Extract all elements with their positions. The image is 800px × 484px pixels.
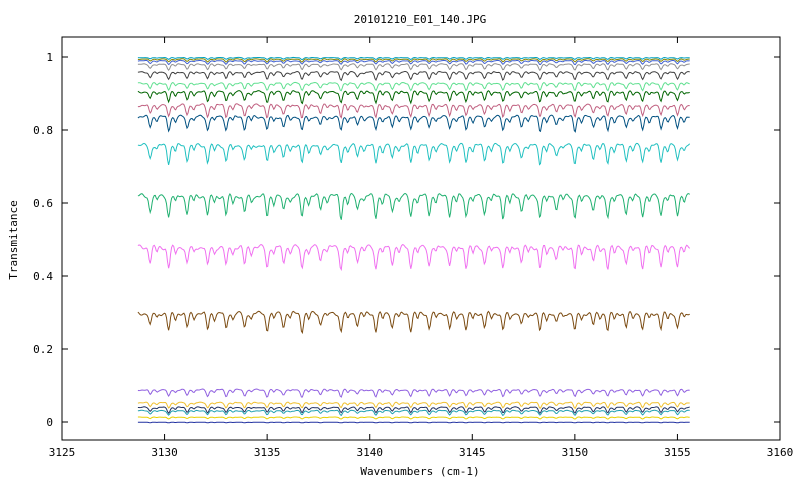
y-tick-label: 0: [46, 416, 53, 429]
plot-frame: [61, 36, 781, 441]
x-tick-label: 3125: [49, 446, 76, 459]
series-line-16: [137, 406, 690, 415]
y-tick-label: 0.6: [33, 197, 53, 210]
series-line-13: [137, 310, 690, 335]
series-line-10: [137, 142, 691, 166]
x-axis-ticks: 3125 3130 3135 3140 3145 3150 3155 3160: [49, 37, 794, 459]
x-tick-label: 3135: [254, 446, 281, 459]
series-line-6: [137, 81, 690, 92]
series-line-18: [137, 416, 690, 420]
x-tick-label: 3130: [151, 446, 178, 459]
y-tick-label: 0.2: [33, 343, 53, 356]
y-axis-label: Transmitance: [7, 200, 20, 279]
x-tick-label: 3160: [767, 446, 794, 459]
series-line-12: [137, 244, 691, 272]
series-line-8: [137, 103, 690, 119]
series-line-3: [137, 59, 690, 66]
series-layer: [137, 56, 691, 424]
series-line-4: [137, 63, 690, 72]
x-tick-label: 3145: [459, 446, 486, 459]
y-tick-label: 0.8: [33, 124, 53, 137]
x-axis-label: Wavenumbers (cm-1): [360, 465, 479, 478]
y-tick-label: 0.4: [33, 270, 53, 283]
chart-title: 20101210_E01_140.JPG: [354, 13, 486, 26]
y-axis-ticks: 0 0.2 0.4 0.6 0.8 1: [33, 51, 780, 429]
y-tick-label: 1: [46, 51, 53, 64]
x-tick-label: 3155: [664, 446, 691, 459]
x-tick-label: 3150: [562, 446, 589, 459]
series-line-9: [137, 114, 690, 133]
series-line-5: [137, 70, 690, 82]
series-line-2: [137, 58, 690, 63]
series-line-7: [137, 90, 690, 105]
series-line-15: [137, 401, 690, 409]
series-line-1: [137, 56, 690, 61]
series-line-11: [137, 192, 691, 220]
series-line-19: [137, 421, 690, 424]
x-tick-label: 3140: [356, 446, 383, 459]
series-line-17: [137, 409, 690, 417]
series-line-14: [137, 388, 690, 398]
